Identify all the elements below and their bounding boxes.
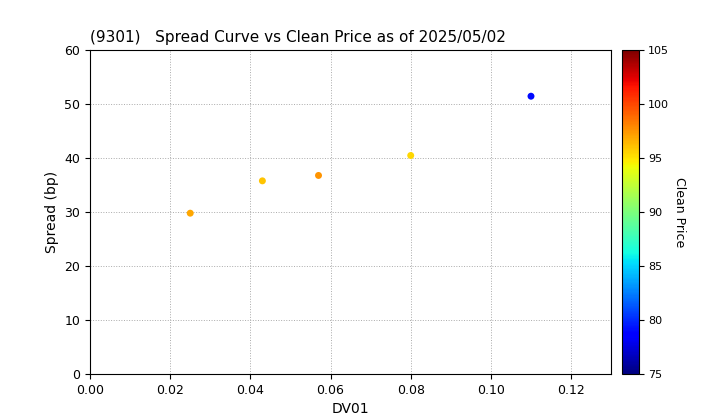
Point: [405, 152, 416, 159]
Text: (9301)   Spread Curve vs Clean Price as of 2025/05/02: (9301) Spread Curve vs Clean Price as of…: [90, 30, 506, 45]
Point: [525, 93, 536, 100]
Y-axis label: Spread (bp): Spread (bp): [45, 171, 59, 253]
Y-axis label: Clean Price: Clean Price: [673, 177, 686, 247]
X-axis label: DV01: DV01: [332, 402, 369, 416]
Point: [312, 172, 324, 179]
Point: [256, 178, 268, 184]
Point: [184, 210, 196, 217]
